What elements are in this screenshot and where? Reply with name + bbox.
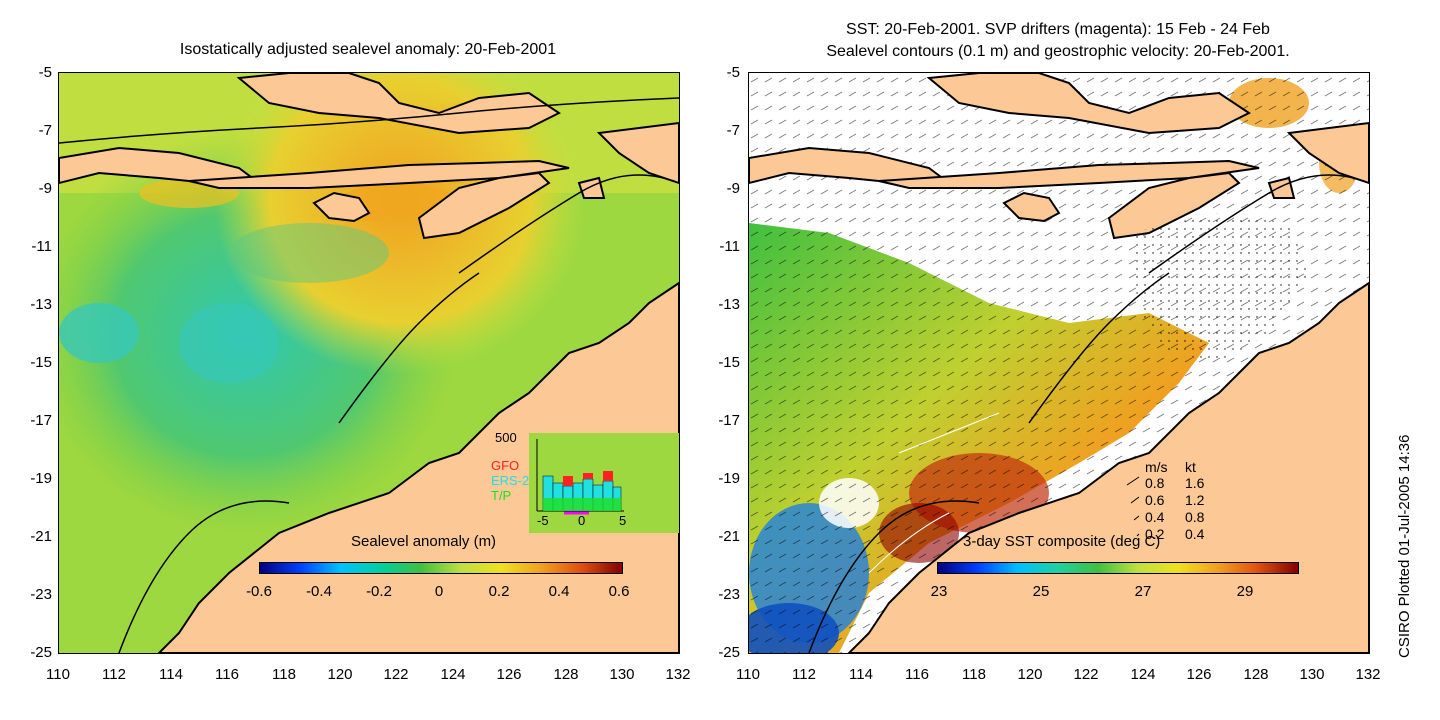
left-ytick: -19 (30, 470, 52, 487)
right-sst-map: m/s kt 0.8 1.6 0.6 1.2 0.4 0.8 0.2 0.4 3… (748, 72, 1370, 654)
right-map-title-line2: Sealevel contours (0.1 m) and geostrophi… (826, 43, 1290, 60)
right-xtick: 124 (1130, 666, 1156, 683)
right-xtick: 126 (1186, 666, 1212, 683)
histogram-ymax-label: 500 (495, 430, 517, 445)
histogram-xtick-neg5: -5 (537, 513, 549, 528)
right-ytick: -13 (718, 296, 740, 313)
velocity-key-kt: 0.8 (1185, 509, 1205, 525)
left-ytick: -17 (30, 412, 52, 429)
right-ytick: -15 (718, 354, 740, 371)
left-xtick: 130 (609, 666, 635, 683)
right-xtick: 122 (1073, 666, 1099, 683)
left-xtick: 132 (665, 666, 691, 683)
left-colorbar (259, 562, 623, 574)
left-colorbar-tick: 0 (434, 583, 444, 600)
left-ytick: -23 (30, 586, 52, 603)
right-ytick: -19 (718, 470, 740, 487)
left-map-title: Isostatically adjusted sealevel anomaly:… (179, 41, 557, 58)
right-ytick: -9 (726, 180, 740, 197)
velocity-key-kt: 1.2 (1185, 492, 1205, 508)
velocity-key-kt: 0.4 (1185, 526, 1205, 542)
left-ytick: -25 (30, 644, 52, 661)
right-xtick: 132 (1355, 666, 1381, 683)
histogram-legend-ers2: ERS-2 (491, 473, 530, 488)
right-ytick: -23 (718, 586, 740, 603)
velocity-key-ms: 0.2 (1145, 526, 1165, 542)
left-xtick: 118 (272, 666, 296, 683)
right-xtick: 116 (905, 666, 929, 683)
right-colorbar-label: 3-day SST composite (deg C) (963, 533, 1161, 550)
histogram-xtick-5: 5 (619, 513, 627, 528)
velocity-key-kt: 1.6 (1185, 475, 1205, 491)
right-xtick: 118 (962, 666, 986, 683)
left-xtick: 120 (327, 666, 353, 683)
right-xtick: 114 (849, 666, 873, 683)
left-colorbar-label: Sealevel anomaly (m) (351, 533, 497, 550)
left-colorbar-tick: 0.4 (548, 583, 570, 600)
right-ytick: -7 (726, 122, 740, 139)
plot-credit: CSIRO Plotted 01-Jul-2005 14:36 (1396, 434, 1413, 658)
right-xtick: 110 (736, 666, 760, 683)
left-ytick: -7 (38, 122, 52, 139)
left-xtick: 114 (159, 666, 183, 683)
left-colorbar-tick: 0.6 (608, 583, 630, 600)
right-xtick: 128 (1243, 666, 1269, 683)
left-colorbar-tick: -0.6 (246, 583, 272, 600)
left-ytick: -15 (30, 354, 52, 371)
right-colorbar-tick: 25 (1032, 583, 1050, 600)
right-colorbar (937, 562, 1299, 574)
histogram-xtick-0: 0 (578, 513, 586, 528)
left-xtick: 122 (383, 666, 409, 683)
velocity-key-ms: 0.4 (1145, 509, 1165, 525)
histogram-legend-gfo: GFO (491, 458, 520, 473)
velocity-key-header-ms: m/s (1145, 459, 1168, 475)
right-colorbar-tick: 29 (1236, 583, 1254, 600)
right-ytick: -11 (719, 238, 740, 255)
velocity-key-ms: 0.6 (1145, 492, 1165, 508)
left-xtick: 126 (496, 666, 522, 683)
right-ytick: -17 (718, 412, 740, 429)
left-xtick: 124 (440, 666, 466, 683)
left-ytick: -5 (38, 64, 52, 81)
left-colorbar-tick: -0.2 (366, 583, 392, 600)
left-colorbar-tick: -0.4 (306, 583, 332, 600)
right-ytick: -25 (718, 644, 740, 661)
right-xtick: 112 (792, 666, 816, 683)
histogram-legend-tp: T/P (491, 488, 512, 503)
right-xtick: 120 (1017, 666, 1043, 683)
velocity-key-ms: 0.8 (1145, 475, 1165, 491)
left-colorbar-tick: 0.2 (488, 583, 510, 600)
left-xtick: 128 (553, 666, 579, 683)
right-ytick: -21 (718, 528, 740, 545)
left-xtick: 110 (46, 666, 70, 683)
left-xtick: 112 (102, 666, 126, 683)
histogram-chart (536, 439, 624, 515)
right-ytick: -5 (726, 64, 740, 81)
left-ytick: -9 (38, 180, 52, 197)
velocity-key-header-kt: kt (1185, 459, 1196, 475)
left-ytick: -11 (31, 238, 52, 255)
left-ytick: -21 (30, 528, 52, 545)
left-ytick: -13 (30, 296, 52, 313)
right-colorbar-tick: 23 (930, 583, 948, 600)
left-xtick: 116 (215, 666, 239, 683)
right-xtick: 130 (1299, 666, 1325, 683)
right-colorbar-tick: 27 (1134, 583, 1152, 600)
right-map-title-line1: SST: 20-Feb-2001. SVP drifters (magenta)… (846, 21, 1270, 38)
left-sealevel-map: 500 GFO ERS-2 T/P -5 0 5 Sealevel anomal… (58, 72, 680, 654)
